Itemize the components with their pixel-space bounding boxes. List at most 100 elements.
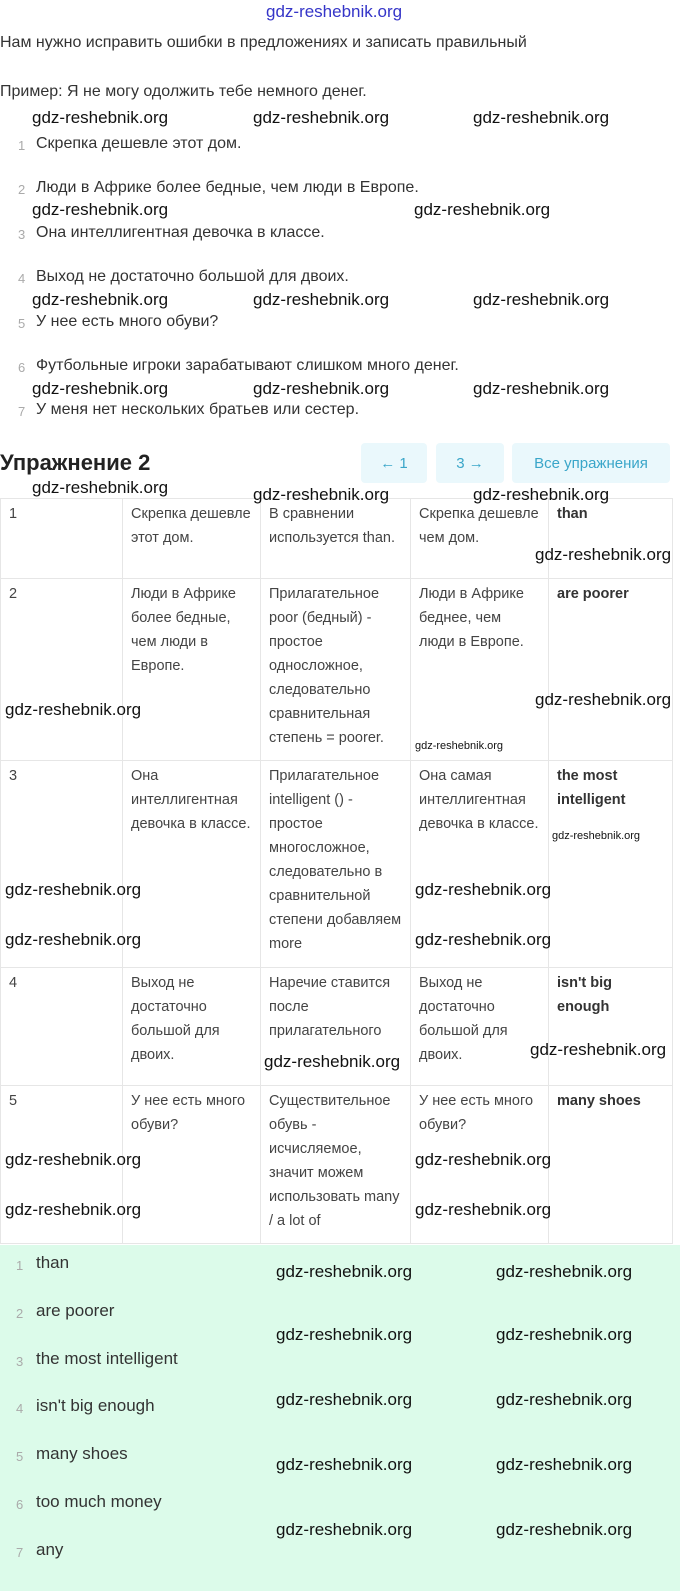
table-cell: 1 [0, 498, 123, 579]
table-cell: 3 [0, 760, 123, 968]
answer-text: any [36, 1540, 64, 1559]
watermark: gdz-reshebnik.org [5, 880, 142, 899]
watermark: gdz-reshebnik.org [276, 1262, 413, 1281]
table-cell: Она самая интеллигентная девочка в класс… [410, 760, 549, 968]
item-number: 6 [18, 360, 26, 375]
example-text: Пример: Я не могу одолжить тебе немного … [0, 83, 367, 100]
watermark: gdz-reshebnik.org [473, 485, 610, 504]
item-number: 1 [18, 138, 26, 153]
item-number: 5 [16, 1449, 24, 1464]
watermark: gdz-reshebnik.org [32, 478, 169, 497]
question-item: 4 Выход не достаточно большой для двоих. [18, 267, 349, 288]
watermark: gdz-reshebnik.org [530, 1040, 667, 1059]
task-instruction: Нам нужно исправить ошибки в предложения… [0, 34, 527, 51]
item-number: 4 [18, 271, 26, 286]
watermark: gdz-reshebnik.org [496, 1262, 633, 1281]
item-text: Скрепка дешевле этот дом. [36, 135, 242, 152]
all-exercises-button[interactable]: Все упражнения [512, 443, 670, 483]
watermark: gdz-reshebnik.org [473, 108, 610, 127]
question-item: 3 Она интеллигентная девочка в классе. [18, 223, 325, 244]
answer-text: are poorer [36, 1301, 115, 1320]
item-text: Выход не достаточно большой для двоих. [36, 268, 349, 285]
watermark: gdz-reshebnik.org [253, 379, 390, 398]
item-text: У меня нет нескольких братьев или сестер… [36, 401, 360, 418]
answer-item: 1 than [16, 1253, 69, 1276]
answer-item: 3 the most intelligent [16, 1349, 178, 1372]
next-exercise-button[interactable]: 3 → [436, 443, 504, 483]
table-row: 3 Она интеллигентная девочка в классе. При… [0, 760, 673, 968]
table-cell: Выход не достаточно большой для двоих. [122, 967, 261, 1086]
item-text: Люди в Африке более бедные, чем люди в Е… [36, 179, 419, 196]
item-number: 2 [18, 182, 26, 197]
watermark: gdz-reshebnik.org [253, 290, 390, 309]
table-cell: Скрепка дешевле чем дом. [410, 498, 549, 579]
watermark: gdz-reshebnik.org [276, 1520, 413, 1539]
table-cell: 4 [0, 967, 123, 1086]
item-number: 4 [16, 1401, 24, 1416]
answer-text: the most intelligent [36, 1349, 178, 1368]
watermark: gdz-reshebnik.org [473, 290, 610, 309]
answer-text: many shoes [36, 1444, 128, 1463]
question-item: 5 У нее есть много обуви? [18, 312, 218, 333]
answer-text: isn't big enough [36, 1396, 155, 1415]
watermark: gdz-reshebnik.org [552, 830, 641, 842]
watermark: gdz-reshebnik.org [253, 108, 390, 127]
prev-exercise-button[interactable]: ← 1 [361, 443, 427, 483]
item-number: 1 [16, 1258, 24, 1273]
watermark: gdz-reshebnik.org [496, 1390, 633, 1409]
question-item: 7 У меня нет нескольких братьев или сесте… [18, 400, 359, 421]
watermark: gdz-reshebnik.org [535, 545, 672, 564]
table-cell: are poorer [548, 578, 673, 761]
item-number: 5 [18, 316, 26, 331]
item-text: Она интеллигентная девочка в классе. [36, 224, 325, 241]
watermark: gdz-reshebnik.org [415, 1150, 552, 1169]
answer-text: too much money [36, 1492, 162, 1511]
answer-text: than [36, 1253, 70, 1272]
table-cell: В сравнении используется than. [260, 498, 411, 579]
exercise-title: Упражнение 2 [0, 450, 151, 475]
question-item: 6 Футбольные игроки зарабатывают слишком … [18, 356, 459, 377]
item-text: Футбольные игроки зарабатывают слишком м… [36, 357, 459, 374]
table-cell: Люди в Африке беднее, чем люди в Европе. [410, 578, 549, 761]
watermark: gdz-reshebnik.org [5, 930, 142, 949]
watermark: gdz-reshebnik.org [32, 200, 169, 219]
table-cell: У нее есть много обуви? [122, 1085, 261, 1244]
watermark: gdz-reshebnik.org [5, 1200, 142, 1219]
watermark: gdz-reshebnik.org [535, 690, 672, 709]
table-cell: Существительное обувь - исчисляемое, зна… [260, 1085, 411, 1244]
watermark: gdz-reshebnik.org [32, 379, 169, 398]
answer-item: 5 many shoes [16, 1444, 128, 1467]
solution-table: 1 Скрепка дешевле этот дом. В сравнении ис… [0, 498, 673, 1244]
watermark: gdz-reshebnik.org [496, 1455, 633, 1474]
table-cell: isn't big enough [548, 967, 673, 1086]
watermark: gdz-reshebnik.org [415, 740, 504, 752]
watermark: gdz-reshebnik.org [5, 1150, 142, 1169]
item-number: 7 [18, 404, 26, 419]
watermark: gdz-reshebnik.org [415, 880, 552, 899]
answer-item: 6 too much money [16, 1492, 162, 1515]
item-number: 7 [16, 1545, 24, 1560]
table-cell: the most intelligent [548, 760, 673, 968]
watermark: gdz-reshebnik.org [276, 1455, 413, 1474]
item-number: 6 [16, 1497, 24, 1512]
table-cell: Прилагательное intelligent () - простое … [260, 760, 411, 968]
item-text: У нее есть много обуви? [36, 313, 219, 330]
table-cell: 5 [0, 1085, 123, 1244]
watermark: gdz-reshebnik.org [32, 108, 169, 127]
watermark: gdz-reshebnik.org [276, 1325, 413, 1344]
watermark: gdz-reshebnik.org [414, 200, 551, 219]
item-number: 3 [18, 227, 26, 242]
watermark: gdz-reshebnik.org [266, 2, 403, 21]
table-cell: Наречие ставится после прилагательного [260, 967, 411, 1086]
answer-item: 7 any [16, 1540, 63, 1563]
table-cell: Выход не достаточно большой для двоих. [410, 967, 549, 1086]
table-row: 2 Люди в Африке более бедные, чем люди в … [0, 578, 673, 761]
watermark: gdz-reshebnik.org [276, 1390, 413, 1409]
question-item: 1 Скрепка дешевле этот дом. [18, 134, 241, 155]
watermark: gdz-reshebnik.org [415, 1200, 552, 1219]
watermark: gdz-reshebnik.org [496, 1325, 633, 1344]
answer-item: 2 are poorer [16, 1301, 114, 1324]
watermark: gdz-reshebnik.org [32, 290, 169, 309]
table-cell: many shoes [548, 1085, 673, 1244]
